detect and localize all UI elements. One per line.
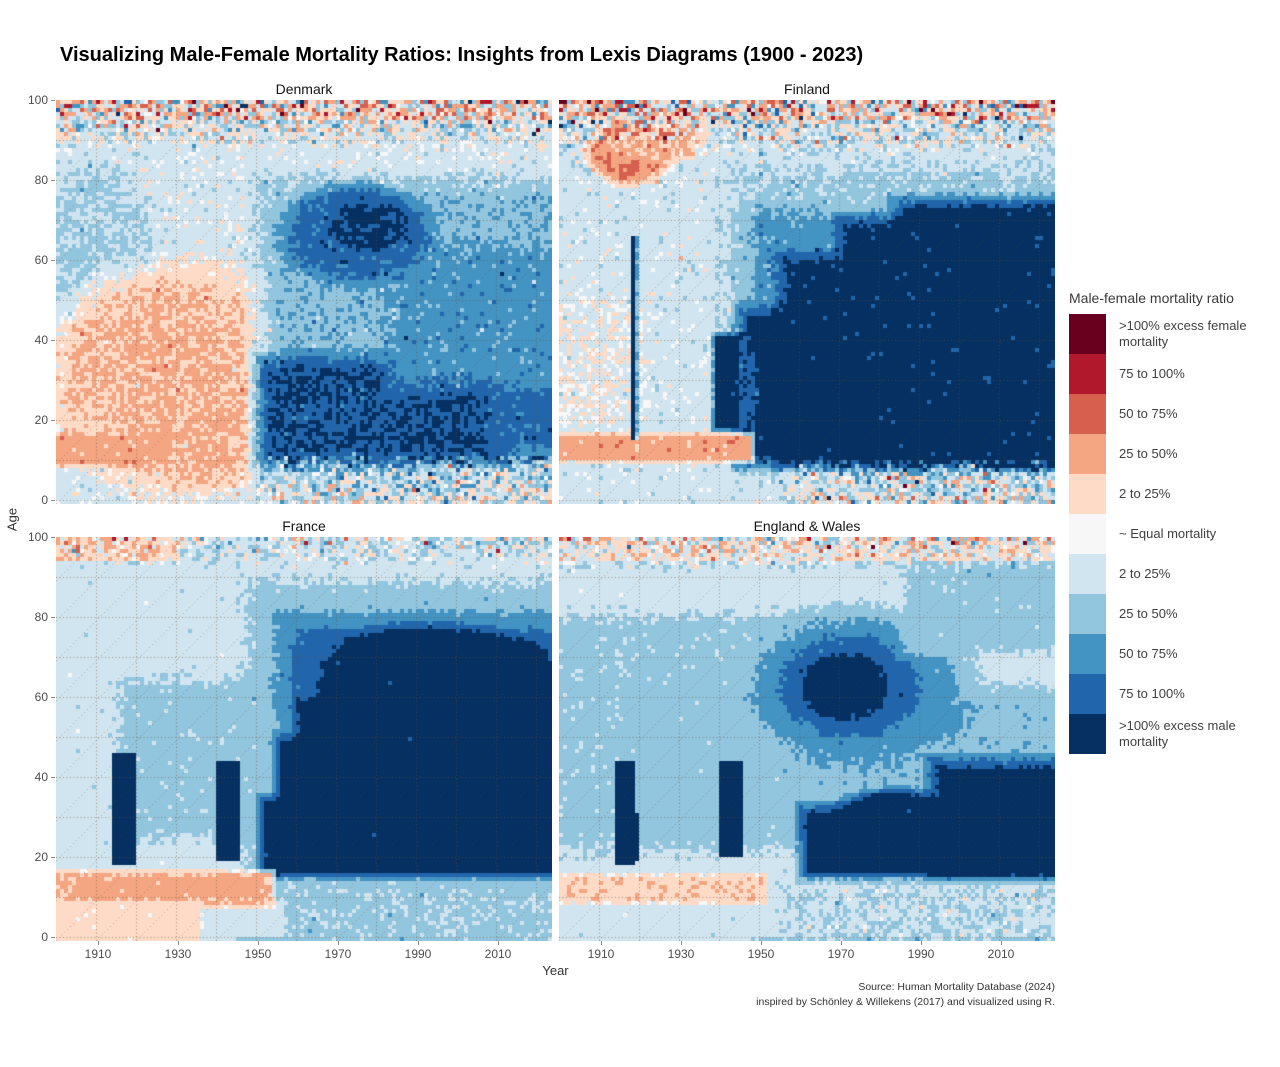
x-tick-label: 1990 bbox=[404, 947, 432, 961]
y-tick-label: 40 bbox=[34, 333, 48, 347]
x-tick-label: 1970 bbox=[827, 947, 855, 961]
legend-title: Male-female mortality ratio bbox=[1069, 290, 1234, 306]
source-caption-line2: inspired by Schönley & Willekens (2017) … bbox=[756, 996, 1055, 1008]
legend-entry: 2 to 25% bbox=[1069, 554, 1277, 594]
legend-entry-label: 25 to 50% bbox=[1119, 445, 1178, 461]
x-axis-title: Year bbox=[542, 963, 569, 978]
legend-entry: 25 to 50% bbox=[1069, 594, 1277, 634]
y-tick-label: 0 bbox=[41, 930, 48, 944]
x-tick-mark bbox=[418, 941, 419, 945]
x-tick-label: 1910 bbox=[84, 947, 112, 961]
legend-swatch bbox=[1069, 594, 1106, 634]
legend-entry: 2 to 25% bbox=[1069, 474, 1277, 514]
x-tick-label: 1930 bbox=[667, 947, 695, 961]
y-tick-label: 20 bbox=[34, 413, 48, 427]
legend-swatch bbox=[1069, 314, 1106, 354]
x-tick-mark bbox=[761, 941, 762, 945]
legend-entry-label: >100% excess female mortality bbox=[1119, 317, 1247, 349]
x-tick-label: 2010 bbox=[987, 947, 1015, 961]
lexis-heatmap-england-wales bbox=[559, 537, 1055, 941]
y-axis-title: Age bbox=[4, 507, 20, 532]
x-tick-label: 1970 bbox=[324, 947, 352, 961]
legend-swatch bbox=[1069, 394, 1106, 434]
x-tick-label: 1930 bbox=[164, 947, 192, 961]
y-tick-label: 100 bbox=[27, 93, 48, 107]
x-tick-mark bbox=[921, 941, 922, 945]
x-tick-label: 1950 bbox=[244, 947, 272, 961]
y-tick-label: 80 bbox=[34, 173, 48, 187]
legend-entry: 50 to 75% bbox=[1069, 394, 1277, 434]
legend-entry: >100% excess female mortality bbox=[1069, 314, 1277, 354]
x-tick-label: 1950 bbox=[747, 947, 775, 961]
y-tick-label: 40 bbox=[34, 770, 48, 784]
x-tick-mark bbox=[601, 941, 602, 945]
legend-entry: ~ Equal mortality bbox=[1069, 514, 1277, 554]
legend-entry-label: >100% excess male mortality bbox=[1119, 717, 1236, 749]
y-tick-mark bbox=[51, 617, 55, 618]
lexis-heatmap-france bbox=[56, 537, 552, 941]
y-tick-mark bbox=[51, 340, 55, 341]
y-tick-label: 60 bbox=[34, 690, 48, 704]
source-caption: Source: Human Mortality Database (2024) … bbox=[455, 980, 1055, 1010]
y-tick-mark bbox=[51, 420, 55, 421]
y-tick-mark bbox=[51, 697, 55, 698]
figure-title: Visualizing Male-Female Mortality Ratios… bbox=[60, 44, 864, 66]
legend-entry-label: 25 to 50% bbox=[1119, 605, 1178, 621]
legend-entry-label: 2 to 25% bbox=[1119, 565, 1171, 581]
x-tick-mark bbox=[1001, 941, 1002, 945]
x-tick-label: 1910 bbox=[587, 947, 615, 961]
y-tick-label: 60 bbox=[34, 253, 48, 267]
legend-swatch bbox=[1069, 714, 1106, 754]
y-tick-label: 0 bbox=[41, 493, 48, 507]
legend-swatch bbox=[1069, 674, 1106, 714]
legend-entry-label: 75 to 100% bbox=[1119, 365, 1185, 381]
lexis-heatmap-denmark bbox=[56, 100, 552, 504]
legend-entry: 25 to 50% bbox=[1069, 434, 1277, 474]
legend-entry-label: 75 to 100% bbox=[1119, 685, 1185, 701]
y-tick-mark bbox=[51, 100, 55, 101]
x-tick-mark bbox=[681, 941, 682, 945]
x-tick-mark bbox=[841, 941, 842, 945]
legend-entry-label: 2 to 25% bbox=[1119, 485, 1171, 501]
x-tick-label: 1990 bbox=[907, 947, 935, 961]
y-tick-mark bbox=[51, 857, 55, 858]
x-tick-mark bbox=[98, 941, 99, 945]
legend-entries: >100% excess female mortality 75 to 100% 5… bbox=[1069, 314, 1277, 754]
legend-swatch bbox=[1069, 434, 1106, 474]
y-tick-mark bbox=[51, 180, 55, 181]
source-caption-line1: Source: Human Mortality Database (2024) bbox=[858, 981, 1055, 993]
x-tick-label: 2010 bbox=[484, 947, 512, 961]
legend-swatch bbox=[1069, 554, 1106, 594]
x-tick-mark bbox=[178, 941, 179, 945]
y-tick-mark bbox=[51, 500, 55, 501]
legend-entry: 50 to 75% bbox=[1069, 634, 1277, 674]
y-tick-mark bbox=[51, 777, 55, 778]
legend-swatch bbox=[1069, 474, 1106, 514]
legend-entry-label: ~ Equal mortality bbox=[1119, 525, 1217, 541]
legend-entry: 75 to 100% bbox=[1069, 674, 1277, 714]
legend-entry-label: 50 to 75% bbox=[1119, 405, 1178, 421]
x-tick-mark bbox=[338, 941, 339, 945]
legend: Male-female mortality ratio >100% excess… bbox=[1069, 290, 1277, 754]
x-tick-mark bbox=[498, 941, 499, 945]
panel-title-finland: Finland bbox=[784, 81, 830, 97]
x-tick-mark bbox=[258, 941, 259, 945]
legend-swatch bbox=[1069, 634, 1106, 674]
y-tick-label: 80 bbox=[34, 610, 48, 624]
panel-title-england-wales: England & Wales bbox=[753, 518, 861, 534]
y-tick-label: 20 bbox=[34, 850, 48, 864]
y-tick-mark bbox=[51, 937, 55, 938]
panel-title-france: France bbox=[282, 518, 326, 534]
legend-swatch bbox=[1069, 514, 1106, 554]
lexis-heatmap-finland bbox=[559, 100, 1055, 504]
y-tick-mark bbox=[51, 537, 55, 538]
y-tick-mark bbox=[51, 260, 55, 261]
legend-entry: >100% excess male mortality bbox=[1069, 714, 1277, 754]
panel-title-denmark: Denmark bbox=[275, 81, 333, 97]
legend-swatch bbox=[1069, 354, 1106, 394]
legend-entry: 75 to 100% bbox=[1069, 354, 1277, 394]
legend-entry-label: 50 to 75% bbox=[1119, 645, 1178, 661]
y-tick-label: 100 bbox=[27, 530, 48, 544]
